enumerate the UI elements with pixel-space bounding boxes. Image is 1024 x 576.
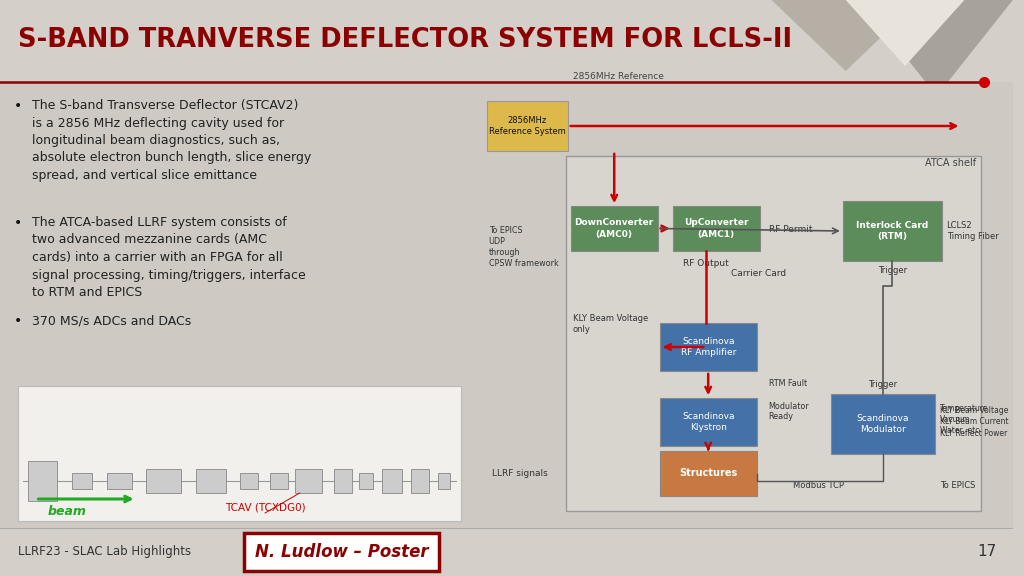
Text: S-BAND TRANVERSE DEFLECTOR SYSTEM FOR LCLS-II: S-BAND TRANVERSE DEFLECTOR SYSTEM FOR LC… [17, 27, 792, 53]
Text: Trigger: Trigger [868, 380, 897, 389]
Text: RF Output: RF Output [683, 259, 729, 268]
Polygon shape [860, 0, 1013, 96]
Text: 2856MHz Reference: 2856MHz Reference [572, 72, 664, 81]
Text: The ATCA-based LLRF system consists of
two advanced mezzanine cards (AMC
cards) : The ATCA-based LLRF system consists of t… [32, 216, 305, 299]
FancyBboxPatch shape [245, 533, 439, 571]
Bar [673, 206, 760, 251]
Text: Modulator
Ready: Modulator Ready [769, 402, 809, 422]
Bar [270, 473, 288, 489]
Bar [28, 461, 57, 501]
Text: UpConverter
(AMC1): UpConverter (AMC1) [684, 218, 749, 238]
Bar [241, 473, 258, 489]
Text: LCLS2
Timing Fiber: LCLS2 Timing Fiber [946, 221, 998, 241]
Bar [295, 469, 323, 493]
Bar [659, 323, 757, 371]
Bar [659, 451, 757, 496]
Text: Carrier Card: Carrier Card [731, 269, 786, 278]
Bar [0, 82, 1013, 528]
Text: KLY Beam Voltage
only: KLY Beam Voltage only [572, 314, 648, 334]
Text: ATCA shelf: ATCA shelf [925, 158, 976, 168]
Bar [359, 473, 373, 489]
Text: Interlock Card
(RTM): Interlock Card (RTM) [856, 221, 929, 241]
Text: Scandinova
RF Amplifier: Scandinova RF Amplifier [681, 337, 736, 357]
Bar [196, 469, 225, 493]
Text: 2856MHz
Reference System: 2856MHz Reference System [488, 116, 565, 136]
Text: RTM Fault: RTM Fault [769, 380, 807, 388]
Bar [73, 473, 92, 489]
Text: N. Ludlow – Poster: N. Ludlow – Poster [255, 543, 429, 561]
Bar [566, 156, 981, 511]
Text: 370 MS/s ADCs and DACs: 370 MS/s ADCs and DACs [32, 314, 190, 327]
Bar [382, 469, 401, 493]
Text: Scandinova
Modulator: Scandinova Modulator [856, 414, 909, 434]
Text: KLY Beam Voltage
KLY Beam Current
KLY Reflect Power: KLY Beam Voltage KLY Beam Current KLY Re… [940, 407, 1009, 438]
Text: Trigger: Trigger [878, 266, 906, 275]
Text: Scandinova
Klystron: Scandinova Klystron [682, 412, 734, 432]
Text: RF Permit: RF Permit [769, 225, 812, 233]
Bar [659, 398, 757, 446]
Bar [0, 528, 1013, 576]
Text: Structures: Structures [679, 468, 737, 479]
Text: To EPICS
UDP
through
CPSW framework: To EPICS UDP through CPSW framework [488, 226, 558, 268]
Bar [0, 0, 1013, 80]
Bar [438, 473, 450, 489]
Text: The S-band Transverse Deflector (STCAV2)
is a 2856 MHz deflecting cavity used fo: The S-band Transverse Deflector (STCAV2)… [32, 99, 311, 182]
Text: Temperature
Vacuum
Water, etc: Temperature Vacuum Water, etc [940, 404, 988, 435]
Text: •: • [14, 99, 23, 113]
Bar [334, 469, 352, 493]
Bar [146, 469, 181, 493]
Bar [486, 101, 567, 151]
Text: beam: beam [48, 505, 87, 518]
Text: LLRF23 - SLAC Lab Highlights: LLRF23 - SLAC Lab Highlights [17, 545, 190, 559]
Bar [570, 206, 657, 251]
Bar [843, 201, 942, 261]
Text: •: • [14, 314, 23, 328]
Text: •: • [14, 216, 23, 230]
Polygon shape [771, 0, 920, 71]
Bar [830, 394, 935, 454]
Text: To EPICS: To EPICS [940, 482, 975, 491]
Polygon shape [846, 0, 965, 66]
Text: 17: 17 [978, 544, 997, 559]
Bar [17, 386, 461, 521]
Text: DownConverter
(AMC0): DownConverter (AMC0) [574, 218, 654, 238]
Text: TCAV (TCXDG0): TCAV (TCXDG0) [225, 503, 305, 513]
Bar [106, 473, 131, 489]
Text: Modbus TCP: Modbus TCP [794, 482, 844, 491]
Text: LLRF signals: LLRF signals [492, 469, 548, 478]
Bar [412, 469, 429, 493]
